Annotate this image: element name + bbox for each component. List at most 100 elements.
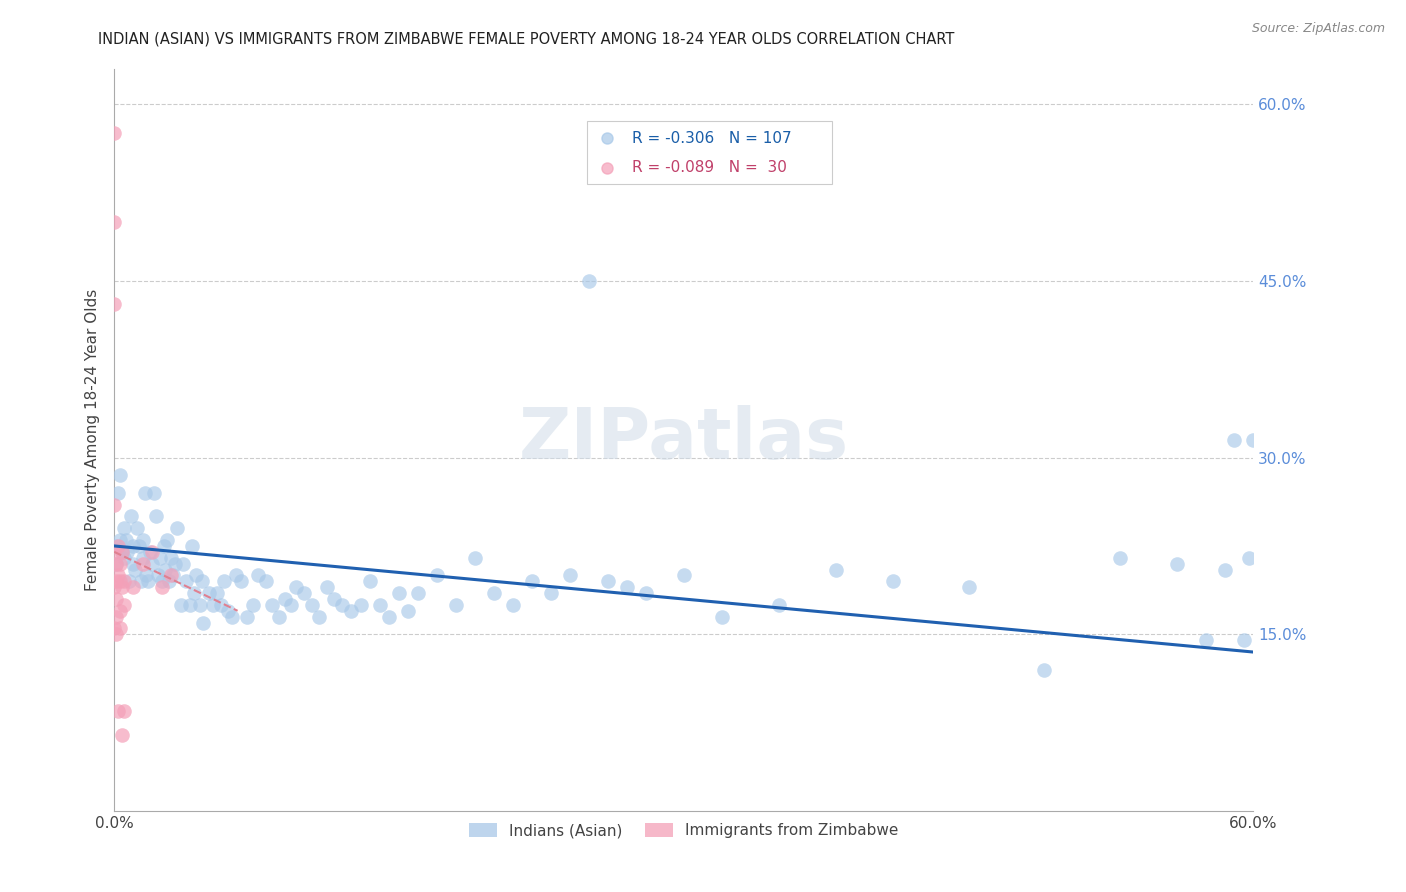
Point — [616, 580, 638, 594]
Point — [128, 539, 150, 553]
Point — [152, 539, 174, 553]
Point — [105, 627, 128, 641]
Point — [103, 545, 125, 559]
Point — [378, 609, 401, 624]
Point — [145, 509, 167, 524]
Point — [107, 539, 129, 553]
Point — [103, 127, 125, 141]
Point — [139, 545, 162, 559]
Point — [426, 568, 449, 582]
Point — [183, 586, 205, 600]
Point — [155, 562, 177, 576]
Point — [221, 609, 243, 624]
Point — [236, 609, 259, 624]
Point — [172, 557, 194, 571]
Point — [146, 568, 169, 582]
Point — [107, 486, 129, 500]
Point — [162, 568, 184, 582]
Point — [107, 704, 129, 718]
Text: INDIAN (ASIAN) VS IMMIGRANTS FROM ZIMBABWE FEMALE POVERTY AMONG 18-24 YEAR OLDS : INDIAN (ASIAN) VS IMMIGRANTS FROM ZIMBAB… — [98, 31, 955, 46]
Text: R = -0.089   N =  30: R = -0.089 N = 30 — [633, 161, 787, 176]
Point — [105, 574, 128, 589]
Point — [1241, 433, 1264, 447]
Point — [120, 509, 142, 524]
Point — [330, 598, 353, 612]
Point — [103, 498, 125, 512]
Point — [111, 545, 134, 559]
Point — [160, 568, 183, 582]
Point — [150, 580, 173, 594]
Point — [520, 574, 543, 589]
FancyBboxPatch shape — [586, 120, 832, 184]
Point — [150, 574, 173, 589]
Point — [131, 557, 153, 571]
Point — [131, 550, 153, 565]
Point — [122, 539, 145, 553]
Point — [166, 521, 188, 535]
Point — [1223, 433, 1246, 447]
Legend: Indians (Asian), Immigrants from Zimbabwe: Indians (Asian), Immigrants from Zimbabw… — [463, 817, 904, 845]
Point — [108, 557, 131, 571]
Point — [141, 557, 163, 571]
Point — [1239, 550, 1261, 565]
Point — [350, 598, 373, 612]
Point — [406, 586, 429, 600]
Point — [134, 486, 156, 500]
Point — [111, 580, 134, 594]
Point — [269, 609, 291, 624]
Point — [308, 609, 330, 624]
Point — [105, 557, 128, 571]
Point — [360, 574, 382, 589]
Point — [103, 297, 125, 311]
Point — [112, 521, 135, 535]
Point — [1213, 562, 1236, 576]
Point — [176, 574, 198, 589]
Point — [105, 557, 128, 571]
Point — [131, 533, 153, 547]
Point — [108, 533, 131, 547]
Point — [882, 574, 904, 589]
Point — [596, 574, 619, 589]
Point — [188, 598, 211, 612]
Point — [578, 274, 600, 288]
Point — [1166, 557, 1188, 571]
Point — [368, 598, 391, 612]
Point — [103, 580, 125, 594]
Point — [768, 598, 790, 612]
Text: R = -0.306   N = 107: R = -0.306 N = 107 — [633, 131, 792, 145]
Point — [205, 586, 228, 600]
Point — [111, 545, 134, 559]
Point — [193, 615, 215, 630]
Point — [107, 568, 129, 582]
Point — [1109, 550, 1132, 565]
Point — [105, 609, 128, 624]
Point — [112, 704, 135, 718]
Point — [141, 545, 163, 559]
Point — [340, 604, 363, 618]
Point — [117, 545, 139, 559]
Point — [160, 550, 183, 565]
Point — [108, 468, 131, 483]
Y-axis label: Female Poverty Among 18-24 Year Olds: Female Poverty Among 18-24 Year Olds — [86, 289, 100, 591]
Point — [209, 598, 232, 612]
Point — [672, 568, 695, 582]
Point — [184, 568, 207, 582]
Point — [108, 604, 131, 618]
Point — [1233, 633, 1256, 648]
Point — [112, 550, 135, 565]
Point — [108, 574, 131, 589]
Point — [292, 586, 315, 600]
Point — [198, 586, 221, 600]
Point — [157, 574, 180, 589]
Point — [260, 598, 283, 612]
Point — [118, 574, 141, 589]
Point — [112, 598, 135, 612]
Point — [231, 574, 253, 589]
Point — [179, 598, 201, 612]
Point — [138, 574, 160, 589]
Point — [214, 574, 236, 589]
Point — [502, 598, 524, 612]
Point — [242, 598, 264, 612]
Point — [105, 539, 128, 553]
Point — [149, 550, 172, 565]
